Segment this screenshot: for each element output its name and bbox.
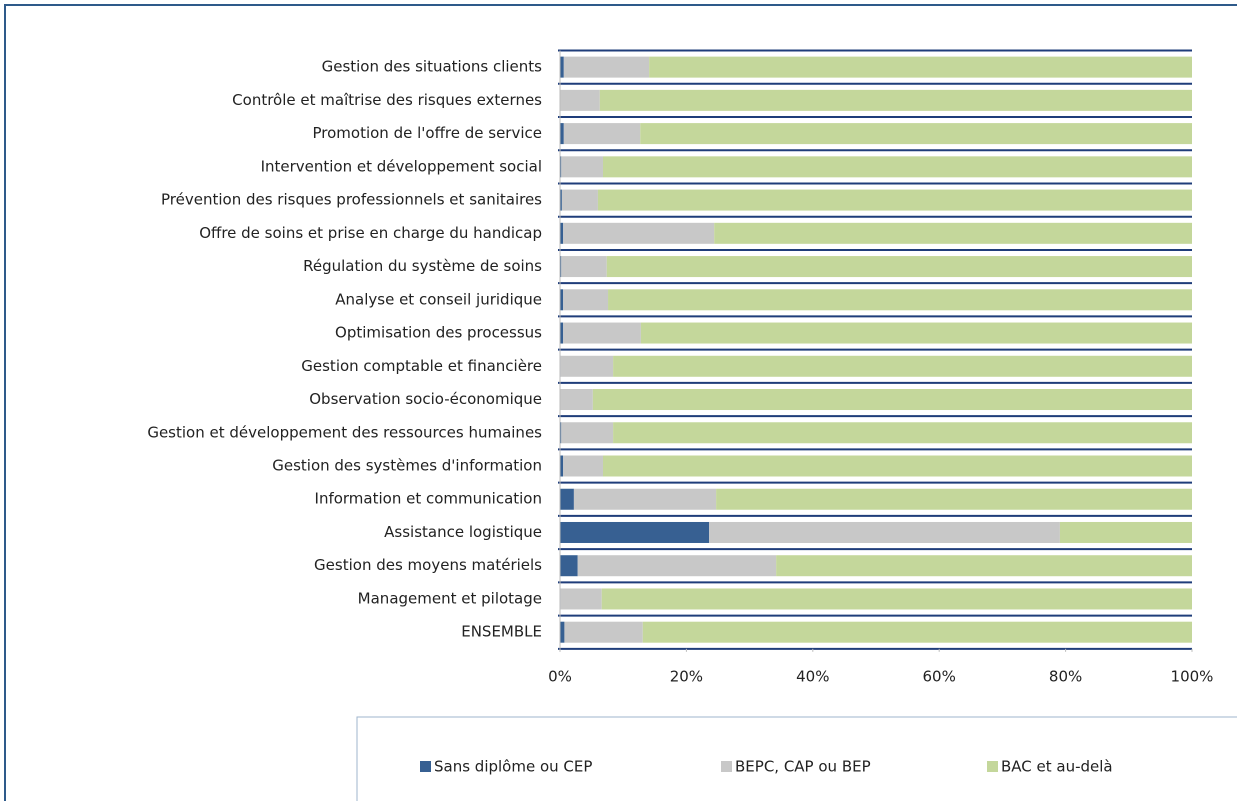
bar-segment [560, 621, 565, 643]
bar-segment [563, 56, 650, 78]
y-tick-label: Assistance logistique [384, 523, 542, 541]
bar-segment [560, 521, 710, 543]
bar-segment [649, 56, 1192, 78]
bar-segment [599, 89, 1192, 111]
bar-segment [560, 89, 600, 111]
bar-segment [608, 289, 1192, 311]
bar-segment [709, 521, 1060, 543]
x-tick-label: 40% [796, 668, 829, 686]
bar-segment [560, 322, 564, 344]
x-tick-label: 60% [923, 668, 956, 686]
y-tick-label: Contrôle et maîtrise des risques externe… [232, 91, 542, 109]
bar-segment [561, 422, 614, 444]
y-tick-label: Observation socio-économique [309, 390, 542, 408]
bar-segment [563, 455, 603, 477]
bar-segment [640, 322, 1192, 344]
bar-segment [716, 488, 1192, 510]
x-tick-label: 100% [1171, 668, 1214, 686]
bar-segment [560, 222, 564, 244]
y-tick-label: Gestion des situations clients [322, 58, 543, 76]
legend-box [356, 716, 1237, 801]
bar-segment [560, 56, 564, 78]
bar-segment [560, 455, 564, 477]
bar-segment [560, 588, 602, 610]
bar-segment [577, 555, 777, 577]
bar-segment [561, 156, 603, 178]
bar-segment [613, 422, 1192, 444]
legend-swatch [721, 761, 732, 772]
bar-segment [563, 322, 641, 344]
bar-segment [560, 422, 562, 444]
bar-segment [561, 189, 598, 211]
y-tick-label: Information et communication [315, 490, 542, 508]
bar-segment [573, 488, 717, 510]
legend-swatch [420, 761, 431, 772]
bar-segment [640, 123, 1192, 145]
bar-segment [564, 621, 643, 643]
bar-segment [776, 555, 1192, 577]
bar-segment [597, 189, 1192, 211]
bar-segment [592, 389, 1192, 411]
y-tick-label: Intervention et développement social [261, 157, 542, 175]
bar-segment [563, 222, 715, 244]
bar-segment [714, 222, 1192, 244]
y-tick-label: Régulation du système de soins [303, 257, 542, 275]
x-tick-label: 20% [670, 668, 703, 686]
bar-segment [560, 389, 593, 411]
y-tick-label: Gestion des moyens matériels [314, 556, 542, 574]
bar-segment [606, 256, 1192, 278]
legend-label: BAC et au-delà [1001, 758, 1113, 776]
bar-segment [560, 555, 578, 577]
y-tick-label: Gestion comptable et financière [301, 357, 542, 375]
legend-label: Sans diplôme ou CEP [434, 758, 592, 776]
bar-segment [560, 355, 614, 377]
y-tick-label: Gestion et développement des ressources … [147, 423, 542, 441]
legend-swatch [987, 761, 998, 772]
bar-segment [613, 355, 1192, 377]
bar-segment [642, 621, 1192, 643]
y-tick-label: ENSEMBLE [461, 623, 542, 641]
x-tick-label: 0% [548, 668, 572, 686]
bar-segment [1059, 521, 1192, 543]
bar-segment [560, 156, 562, 178]
bar-segment [560, 189, 562, 211]
y-tick-label: Management et pilotage [358, 589, 542, 607]
bar-segment [602, 156, 1192, 178]
bar-segment [560, 488, 574, 510]
y-tick-label: Optimisation des processus [335, 324, 542, 342]
bar-segment [601, 588, 1192, 610]
y-tick-label: Promotion de l'offre de service [313, 124, 543, 142]
frame [4, 4, 1237, 801]
bar-segment [561, 256, 607, 278]
bar-segment [560, 256, 562, 278]
y-tick-label: Prévention des risques professionnels et… [161, 191, 542, 209]
y-tick-label: Gestion des systèmes d'information [272, 457, 542, 475]
bar-segment [602, 455, 1192, 477]
bar-segment [563, 289, 609, 311]
y-tick-label: Offre de soins et prise en charge du han… [199, 224, 542, 242]
bar-segment [560, 289, 564, 311]
x-tick-label: 80% [1049, 668, 1082, 686]
y-tick-label: Analyse et conseil juridique [335, 290, 542, 308]
legend-label: BEPC, CAP ou BEP [735, 758, 871, 776]
bar-segment [563, 123, 641, 145]
bar-segment [560, 123, 564, 145]
